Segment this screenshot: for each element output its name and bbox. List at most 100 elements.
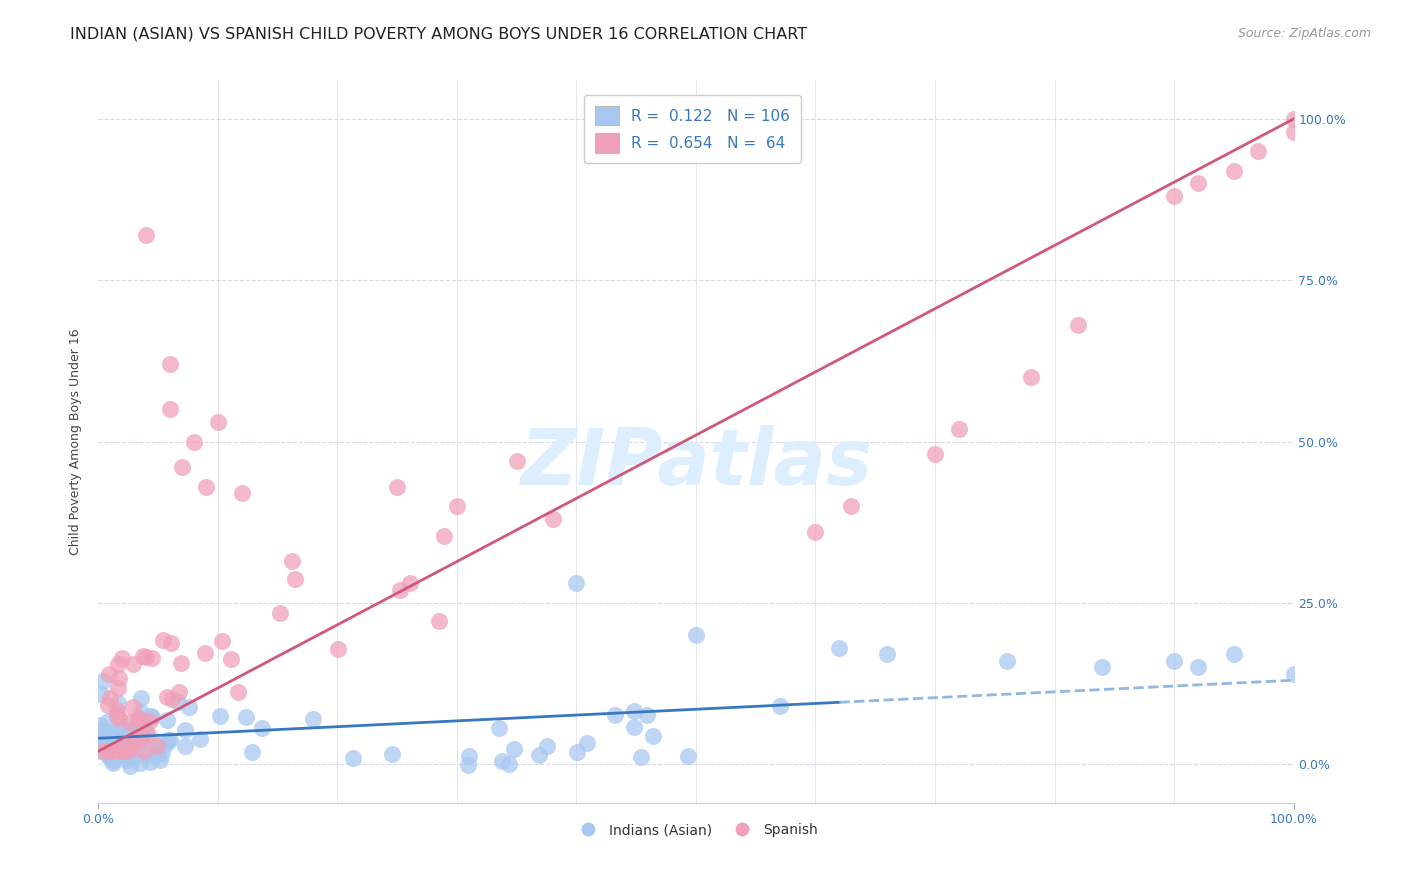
Point [527,748,550,763]
Point [302,712,325,726]
Point [208,709,231,723]
Point [90,730,112,744]
Point [231,486,253,500]
Point [103,751,125,765]
Point [565,576,588,591]
Point [623,704,645,718]
Point [97,744,120,758]
Point [503,741,526,756]
Point [105,709,128,723]
Point [152,632,174,647]
Point [636,708,658,723]
Point [117,733,139,747]
Point [136,728,159,742]
Point [207,415,229,429]
Point [190,731,212,746]
Text: INDIAN (ASIAN) VS SPANISH CHILD POVERTY AMONG BOYS UNDER 16 CORRELATION CHART: INDIAN (ASIAN) VS SPANISH CHILD POVERTY … [70,27,807,42]
Point [118,758,141,772]
Point [1019,370,1042,384]
Point [122,699,145,714]
Point [1067,318,1090,333]
Point [146,745,169,759]
Point [89,723,111,738]
Point [127,711,149,725]
Point [139,708,162,723]
Point [768,699,790,714]
Point [630,749,652,764]
Point [146,739,169,753]
Point [948,422,970,436]
Point [160,636,183,650]
Point [110,722,132,736]
Point [118,740,141,755]
Point [995,654,1018,668]
Point [127,722,149,736]
Point [1163,654,1185,668]
Point [159,402,181,417]
Point [159,732,181,747]
Point [97,714,120,728]
Point [132,649,155,664]
Point [149,753,172,767]
Point [565,745,588,759]
Point [118,745,141,759]
Point [131,691,153,706]
Point [328,642,350,657]
Point [841,499,863,513]
Point [159,357,181,371]
Point [97,698,120,713]
Point [115,753,138,767]
Point [173,723,195,737]
Point [235,709,257,723]
Point [1163,189,1185,203]
Point [506,454,529,468]
Point [90,687,112,701]
Point [135,725,157,739]
Point [446,499,468,513]
Point [250,721,273,735]
Point [108,744,131,758]
Point [112,747,135,762]
Point [269,606,291,620]
Point [98,744,121,758]
Point [98,750,121,764]
Point [1282,666,1305,681]
Point [876,648,898,662]
Point [120,742,142,756]
Point [641,729,664,743]
Y-axis label: Child Poverty Among Boys Under 16: Child Poverty Among Boys Under 16 [69,328,83,555]
Point [112,744,135,758]
Point [141,709,163,723]
Point [117,722,139,736]
Point [134,744,156,758]
Point [603,708,626,723]
Point [183,434,205,449]
Point [122,657,145,672]
Point [115,739,138,754]
Point [281,554,304,568]
Point [89,736,111,750]
Point [141,651,163,665]
Point [166,695,188,709]
Point [120,715,142,730]
Point [174,739,197,753]
Point [134,649,156,664]
Point [388,582,411,597]
Point [155,737,177,751]
Point [155,690,177,704]
Point [385,480,409,494]
Point [576,736,599,750]
Point [242,745,264,759]
Point [541,512,564,526]
Point [1223,163,1246,178]
Point [172,460,194,475]
Point [107,681,129,695]
Point [457,749,479,764]
Legend: Indians (Asian), Spanish: Indians (Asian), Spanish [568,818,824,843]
Point [108,750,131,764]
Point [93,735,115,749]
Point [342,751,364,765]
Point [111,651,134,665]
Point [110,741,132,756]
Point [399,575,422,590]
